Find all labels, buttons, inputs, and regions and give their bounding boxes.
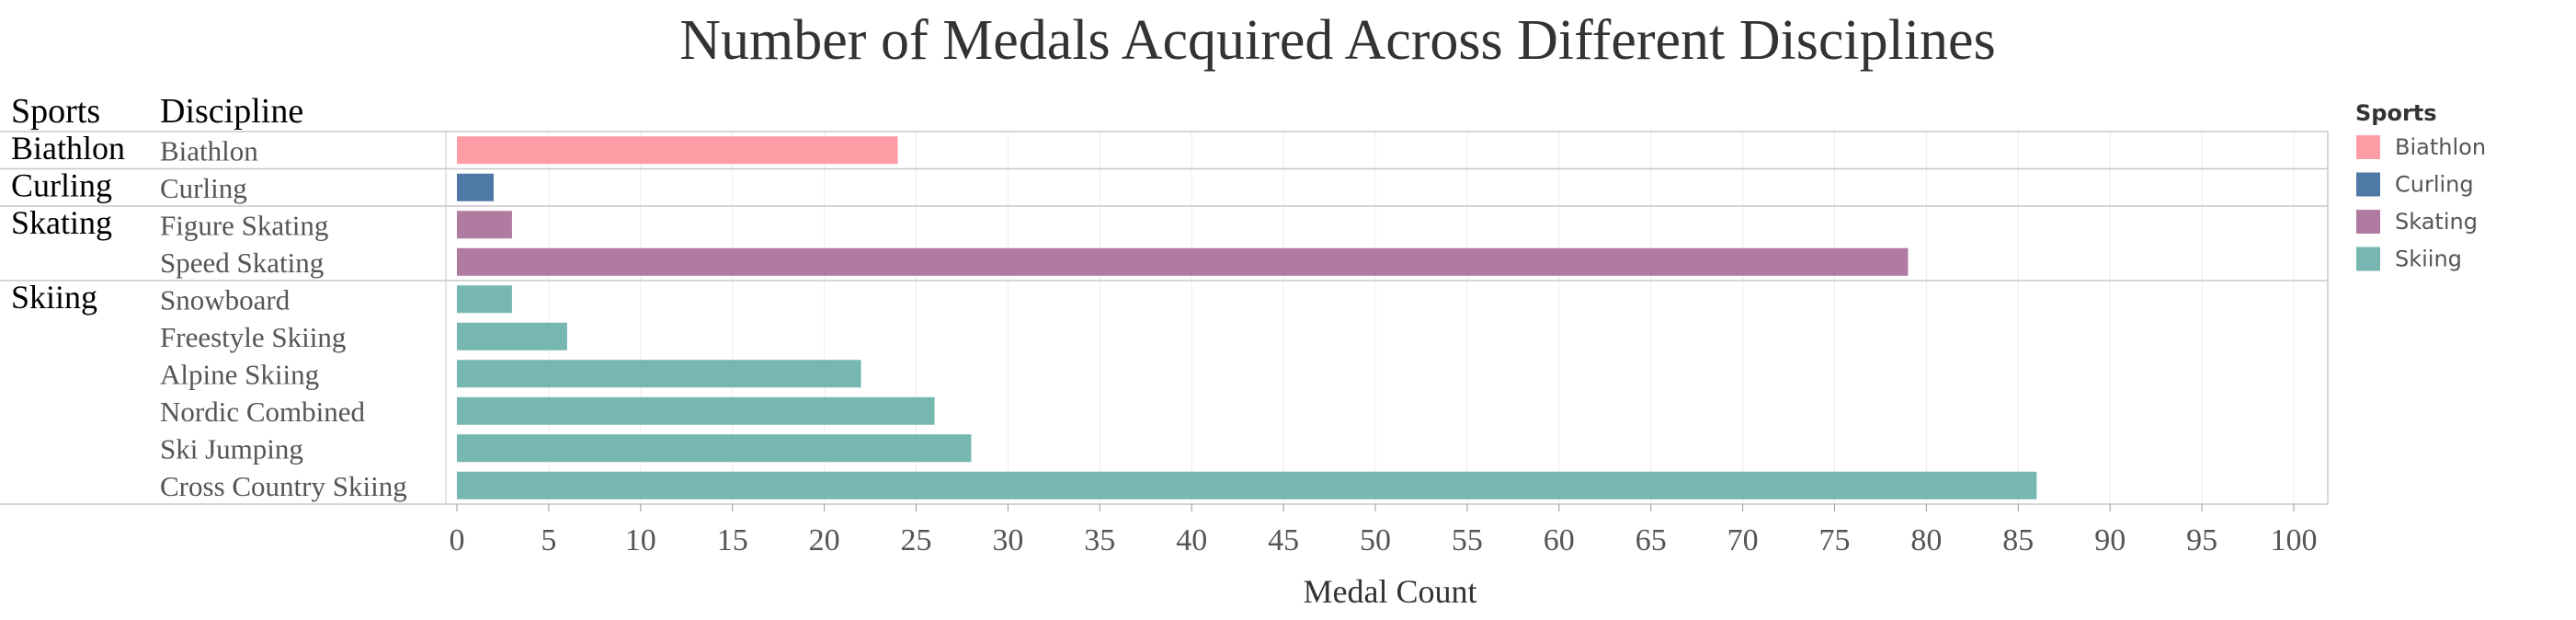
x-tick-label: 45 xyxy=(1268,523,1299,557)
x-tick-label: 40 xyxy=(1176,523,1207,557)
sport-label: Biathlon xyxy=(11,130,125,166)
x-axis-title: Medal Count xyxy=(1304,573,1477,610)
bar xyxy=(457,173,494,201)
legend-swatch xyxy=(2356,247,2380,271)
x-tick-label: 80 xyxy=(1910,523,1942,557)
bar xyxy=(457,360,861,388)
legend-label: Curling xyxy=(2395,172,2474,198)
legend-label: Biathlon xyxy=(2395,134,2486,160)
bar xyxy=(457,285,512,314)
legend-swatch xyxy=(2356,135,2380,159)
bar-layer xyxy=(457,136,2037,499)
x-tick-label: 15 xyxy=(717,523,748,557)
legend-label: Skating xyxy=(2395,209,2478,235)
bar xyxy=(457,396,935,425)
legend-swatch xyxy=(2356,210,2380,234)
x-tick-label: 100 xyxy=(2271,523,2318,557)
legend-swatch xyxy=(2356,172,2380,197)
x-tick-label: 35 xyxy=(1084,523,1115,557)
grid-layer xyxy=(445,132,2329,504)
bar xyxy=(457,211,512,239)
discipline-label: Snowboard xyxy=(160,283,291,316)
discipline-label: Speed Skating xyxy=(160,247,324,279)
bar xyxy=(457,247,1909,276)
bar xyxy=(457,434,972,463)
x-tick-label: 65 xyxy=(1636,523,1667,557)
x-tick-label: 50 xyxy=(1360,523,1391,557)
x-tick-label: 75 xyxy=(1819,523,1851,557)
bar xyxy=(457,471,2037,499)
chart-title: Number of Medals Acquired Across Differe… xyxy=(679,9,1995,72)
bar xyxy=(457,322,567,350)
bar xyxy=(457,136,898,165)
x-tick-label: 25 xyxy=(901,523,932,557)
x-tick-label: 30 xyxy=(992,523,1023,557)
legend-title: Sports xyxy=(2355,100,2437,126)
discipline-label: Curling xyxy=(160,172,247,204)
sport-label: Skating xyxy=(11,204,112,241)
x-tick-label: 95 xyxy=(2186,523,2217,557)
x-tick-label: 60 xyxy=(1544,523,1575,557)
x-tick-label: 10 xyxy=(625,523,656,557)
x-tick-label: 5 xyxy=(541,523,556,557)
discipline-label: Ski Jumping xyxy=(160,432,303,465)
discipline-column-header: Discipline xyxy=(160,92,303,131)
x-tick-label: 0 xyxy=(450,523,465,557)
x-tick-label: 85 xyxy=(2002,523,2034,557)
sport-label: Skiing xyxy=(11,279,97,316)
legend: Sports Biathlon Curling Skating Skiing xyxy=(2355,100,2486,272)
discipline-label: Freestyle Skiing xyxy=(160,321,346,353)
x-axis: 0 5 10 15 20 25 30 35 40 45 50 55 60 65 70 75 80 85 90 95 10… xyxy=(450,504,2318,557)
discipline-label: Figure Skating xyxy=(160,209,328,241)
x-tick-label: 90 xyxy=(2094,523,2126,557)
discipline-label: Alpine Skiing xyxy=(160,358,319,390)
sport-label: Curling xyxy=(11,167,112,204)
x-tick-label: 20 xyxy=(809,523,840,557)
sports-column-header: Sports xyxy=(11,92,100,131)
legend-label: Skiing xyxy=(2395,247,2462,272)
x-tick-label: 55 xyxy=(1452,523,1483,557)
discipline-label: Cross Country Skiing xyxy=(160,470,407,502)
discipline-label: Nordic Combined xyxy=(160,396,365,428)
x-tick-label: 70 xyxy=(1727,523,1759,557)
discipline-label: Biathlon xyxy=(160,134,258,166)
